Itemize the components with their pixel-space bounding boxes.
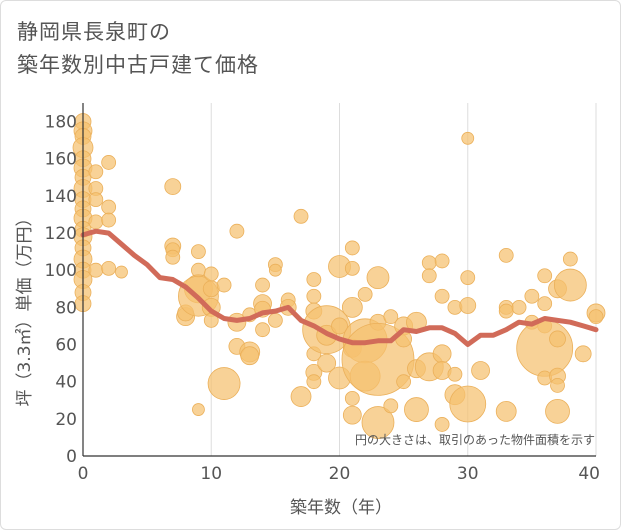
bubble-point: [495, 401, 517, 422]
bubble-point: [268, 263, 282, 277]
bubble-point: [192, 403, 205, 416]
bubble-point: [229, 223, 245, 239]
bubble-point: [396, 374, 412, 390]
bubble-point: [449, 385, 487, 423]
bubble-point: [293, 208, 309, 224]
bubble-point: [434, 288, 450, 304]
y-tick-label: 80: [55, 298, 77, 318]
x-tick-label: 30: [457, 464, 479, 484]
bubble-point: [115, 265, 128, 279]
bubble-point: [498, 303, 514, 319]
bubble-point: [383, 398, 399, 414]
bubble-point: [562, 251, 578, 267]
bubble-point: [404, 397, 429, 422]
bubble-point: [545, 399, 570, 424]
bubble-point: [461, 131, 475, 145]
bubble-point: [88, 262, 104, 278]
bubble-point: [101, 155, 117, 170]
bubble-point: [306, 272, 322, 287]
bubble-point: [524, 288, 540, 304]
bubble-point: [421, 268, 437, 284]
y-tick-label: 180: [45, 113, 77, 133]
bubble-point: [290, 386, 312, 407]
bubble-point: [317, 353, 337, 373]
bubble-point: [344, 391, 360, 406]
y-tick-label: 140: [45, 187, 77, 207]
bubble-point: [341, 296, 363, 318]
trend-line: [80, 228, 599, 347]
bubble-point: [361, 406, 395, 439]
bubble-point: [447, 366, 463, 382]
y-tick-label: 40: [55, 373, 77, 393]
bubble-point: [516, 319, 574, 377]
bubble-point: [537, 268, 553, 284]
title-line-2: 築年数別中古戸建て価格: [17, 53, 259, 77]
bubble-point: [342, 405, 362, 425]
y-tick-label: 100: [45, 261, 77, 281]
bubble-point: [550, 377, 565, 393]
y-tick-label: 160: [45, 150, 77, 170]
bubble-point: [207, 367, 241, 400]
bubble-point: [165, 249, 181, 265]
bubble-point: [240, 346, 260, 366]
bubble-point: [574, 345, 592, 363]
bubble-point: [421, 255, 437, 271]
bubble-point: [267, 312, 283, 328]
bubble-point: [344, 240, 360, 256]
bubble-point: [306, 288, 322, 304]
bubble-point: [216, 277, 232, 293]
bubble-point: [344, 260, 360, 276]
bubble-point: [357, 286, 373, 302]
bubble-point: [101, 212, 117, 228]
bubble-point: [306, 374, 322, 390]
y-tick-labels: 0 20 40 60 80 100 120 140 160 180: [45, 113, 77, 467]
bubble-point: [331, 317, 348, 335]
y-tick-label: 60: [55, 336, 77, 356]
size-note: 円の大きさは、取引のあった物件面積を示す: [355, 432, 595, 447]
y-tick-label: 20: [55, 410, 77, 430]
bubble-point: [434, 417, 450, 432]
bubble-point: [164, 178, 182, 196]
chart-title: 静岡県長泉町の 築年数別中古戸建て価格: [17, 16, 259, 82]
x-tick-label: 10: [200, 464, 222, 484]
x-tick-labels: 0 10 20 30 40: [78, 464, 600, 484]
bubble-point: [203, 266, 219, 282]
bubble-point: [588, 309, 604, 325]
x-tick-label: 40: [578, 464, 600, 484]
grid-lines: [210, 103, 597, 456]
bubble-point: [88, 214, 104, 230]
axes: [82, 103, 596, 457]
bubble-point: [255, 277, 270, 293]
bubble-point: [511, 299, 527, 315]
bubble-point: [88, 164, 104, 180]
bubble-point: [366, 266, 390, 290]
y-axis-label: 坪（3.3㎡）単価（万円）: [15, 209, 35, 406]
x-tick-label: 0: [78, 464, 89, 484]
y-tick-label: 0: [66, 447, 77, 467]
bubble-point: [498, 247, 514, 263]
bubble-point: [383, 309, 399, 325]
bubble-point: [191, 244, 206, 260]
y-tick-label: 120: [45, 224, 77, 244]
x-axis-label: 築年数（年）: [290, 498, 392, 518]
bubble-point: [537, 296, 553, 312]
bubble-point: [101, 260, 117, 276]
bubble-point: [553, 268, 587, 302]
bubble-point: [255, 322, 270, 338]
bubble-point: [202, 280, 220, 298]
x-tick-label: 20: [329, 464, 351, 484]
bubble-point: [549, 330, 566, 348]
bubble-point: [471, 361, 490, 380]
title-line-1: 静岡県長泉町の: [17, 20, 171, 44]
bubble-point: [460, 270, 476, 286]
bubble-point: [432, 344, 452, 364]
bubble-point: [459, 297, 477, 314]
bubble-point: [434, 253, 450, 269]
bubble-point: [101, 199, 117, 215]
bubble-point: [88, 192, 104, 208]
